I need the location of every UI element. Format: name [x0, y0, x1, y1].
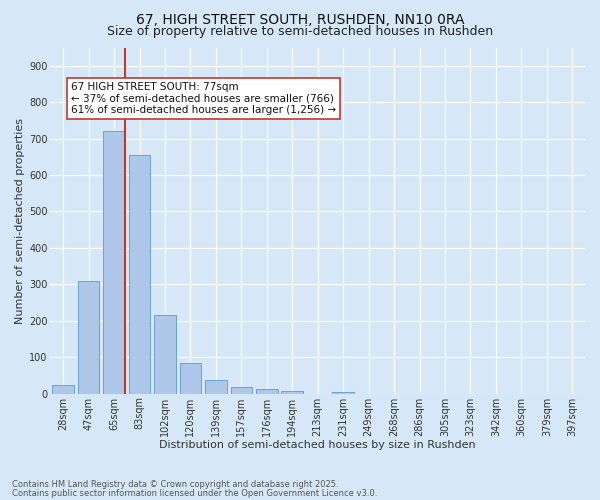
Bar [332, 392, 354, 394]
Bar [281, 391, 303, 394]
Y-axis label: Number of semi-detached properties: Number of semi-detached properties [15, 118, 25, 324]
Bar [154, 316, 176, 394]
Text: 67, HIGH STREET SOUTH, RUSHDEN, NN10 0RA: 67, HIGH STREET SOUTH, RUSHDEN, NN10 0RA [136, 12, 464, 26]
Text: Contains public sector information licensed under the Open Government Licence v3: Contains public sector information licen… [12, 489, 377, 498]
Bar [129, 155, 151, 394]
Bar [52, 384, 74, 394]
Bar [256, 389, 278, 394]
Bar [179, 362, 201, 394]
Bar [78, 280, 100, 394]
X-axis label: Distribution of semi-detached houses by size in Rushden: Distribution of semi-detached houses by … [160, 440, 476, 450]
Text: 67 HIGH STREET SOUTH: 77sqm
← 37% of semi-detached houses are smaller (766)
61% : 67 HIGH STREET SOUTH: 77sqm ← 37% of sem… [71, 82, 336, 116]
Bar [205, 380, 227, 394]
Bar [230, 388, 252, 394]
Text: Size of property relative to semi-detached houses in Rushden: Size of property relative to semi-detach… [107, 25, 493, 38]
Bar [103, 132, 125, 394]
Text: Contains HM Land Registry data © Crown copyright and database right 2025.: Contains HM Land Registry data © Crown c… [12, 480, 338, 489]
